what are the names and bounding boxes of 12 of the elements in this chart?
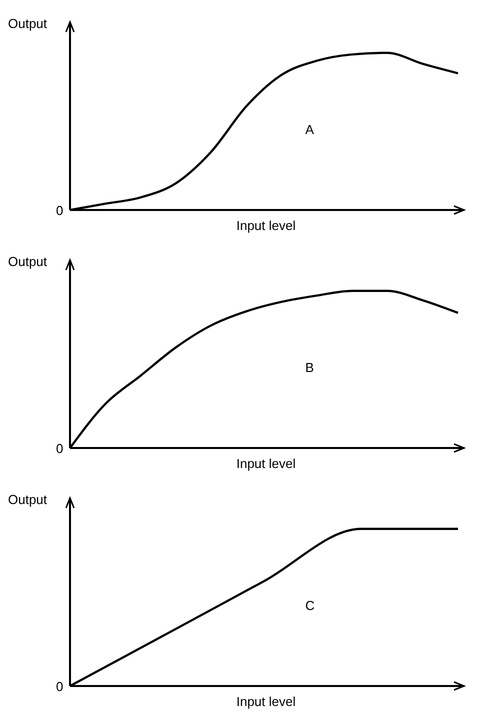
text: B [305,360,314,375]
text: A [305,122,314,137]
text: 0 [56,441,64,456]
x-axis-title: Input level [235,456,297,471]
y-axis-title: Output [8,492,48,507]
text: 0 [56,203,64,218]
x-axis-title: Input level [235,218,297,233]
y-axis-title: Output [8,254,48,269]
text: 0 [56,679,64,694]
text: C [305,598,315,613]
y-axis-title: Output [8,16,48,31]
x-axis-title: Input level [235,694,297,709]
